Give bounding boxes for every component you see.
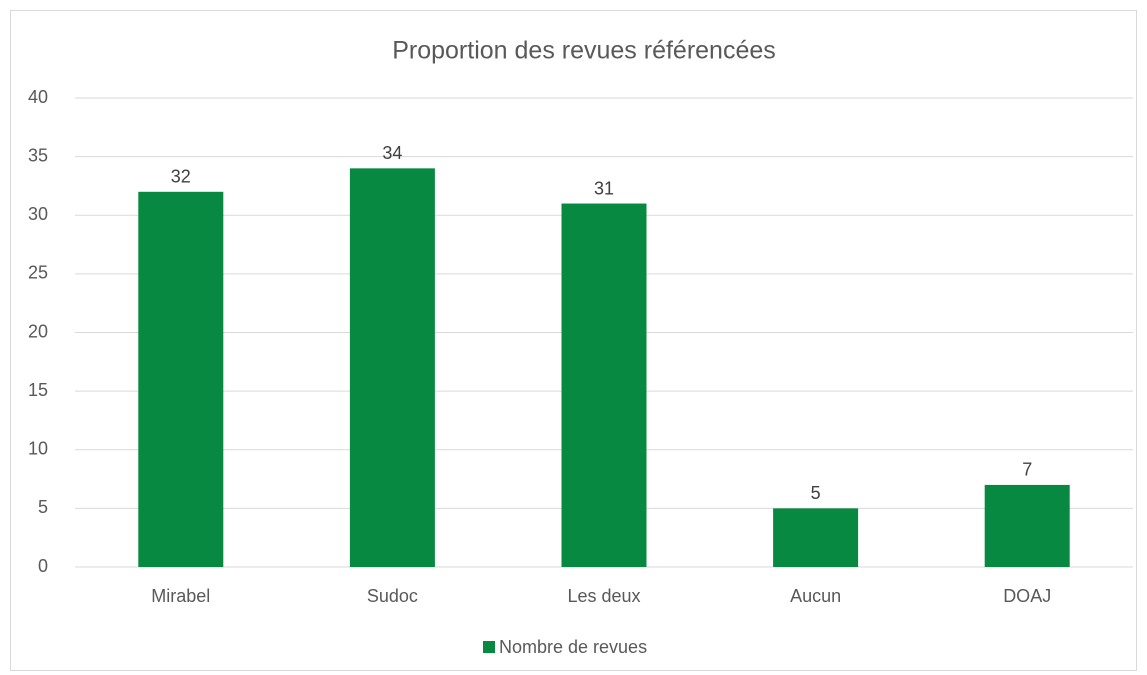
y-tick-label: 25	[28, 263, 48, 283]
legend-swatch	[483, 641, 495, 653]
bar	[138, 191, 224, 568]
x-tick-label: Mirabel	[151, 586, 210, 606]
bar	[349, 168, 435, 567]
x-tick-label: Sudoc	[367, 586, 418, 606]
legend-label: Nombre de revues	[499, 637, 647, 657]
x-tick-label: Les deux	[567, 586, 640, 606]
data-label: 31	[594, 178, 614, 198]
chart-title: Proportion des revues référencées	[392, 37, 776, 65]
y-tick-label: 35	[28, 145, 48, 165]
x-tick-label: DOAJ	[1003, 586, 1051, 606]
y-tick-label: 20	[28, 321, 48, 341]
y-tick-label: 30	[28, 204, 48, 224]
data-label: 32	[171, 167, 191, 187]
y-tick-label: 10	[28, 439, 48, 459]
data-label: 34	[382, 143, 402, 163]
data-label: 7	[1022, 460, 1032, 480]
bar	[984, 484, 1070, 567]
y-tick-label: 40	[28, 87, 48, 107]
bar	[773, 508, 859, 567]
data-label: 5	[811, 483, 821, 503]
y-tick-label: 0	[38, 556, 48, 576]
x-tick-label: Aucun	[790, 586, 841, 606]
y-tick-label: 15	[28, 380, 48, 400]
bar	[561, 203, 647, 567]
y-tick-label: 5	[38, 497, 48, 517]
